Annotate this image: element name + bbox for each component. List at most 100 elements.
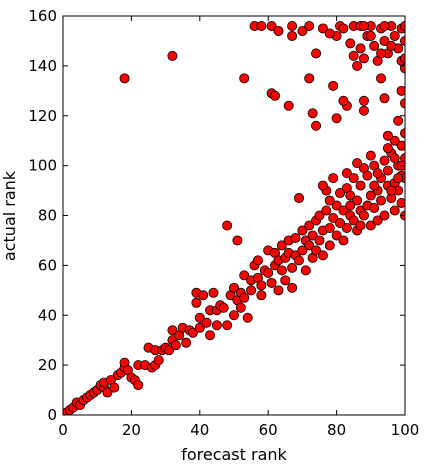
point [167, 325, 178, 336]
y-tick-label: 100 [28, 157, 57, 175]
point [256, 280, 267, 291]
point [276, 265, 287, 276]
x-axis-label: forecast rank [181, 445, 287, 464]
point [153, 355, 164, 366]
y-tick-label: 40 [38, 306, 57, 324]
point [287, 30, 298, 41]
point [358, 210, 369, 221]
point [369, 180, 380, 191]
point [317, 180, 328, 191]
point [317, 250, 328, 261]
point [345, 200, 356, 211]
point [372, 215, 383, 226]
point [386, 40, 397, 51]
x-tick-label: 100 [391, 421, 420, 439]
point [239, 270, 250, 281]
point [358, 20, 369, 31]
point [311, 120, 322, 131]
point [393, 115, 404, 126]
point [389, 153, 400, 164]
point [358, 105, 369, 116]
point [379, 210, 390, 221]
point [393, 173, 404, 184]
point [222, 320, 233, 331]
point [358, 95, 369, 106]
point [352, 195, 363, 206]
point [304, 73, 315, 84]
y-tick-label: 20 [38, 356, 57, 374]
point [379, 35, 390, 46]
point [338, 205, 349, 216]
x-tick-label: 80 [327, 421, 346, 439]
point [242, 312, 253, 323]
y-axis-label: actual rank [0, 170, 19, 261]
point [382, 130, 393, 141]
point [341, 168, 352, 179]
point [297, 245, 308, 256]
point [102, 387, 113, 398]
point [198, 290, 209, 301]
point [365, 220, 376, 231]
point [293, 193, 304, 204]
y-tick-label: 160 [28, 7, 57, 25]
point [389, 30, 400, 41]
point [181, 337, 192, 348]
point [338, 95, 349, 106]
point [396, 198, 405, 209]
point [283, 100, 294, 111]
point [304, 240, 315, 251]
point [280, 275, 291, 286]
point [218, 302, 229, 313]
point [297, 225, 308, 236]
point [376, 73, 387, 84]
point [246, 285, 257, 296]
point [205, 330, 216, 341]
point [376, 48, 387, 59]
point [348, 173, 359, 184]
point [194, 312, 205, 323]
point [201, 317, 212, 328]
point [369, 203, 380, 214]
x-tick-label: 20 [122, 421, 141, 439]
point [372, 168, 383, 179]
point [311, 245, 322, 256]
point [389, 205, 400, 216]
point [324, 28, 335, 39]
point [208, 287, 219, 298]
point [376, 195, 387, 206]
point [187, 327, 198, 338]
point [109, 382, 120, 393]
point [396, 85, 405, 96]
point [338, 23, 349, 34]
point [314, 210, 325, 221]
points [63, 20, 405, 415]
point [365, 150, 376, 161]
point [191, 297, 202, 308]
point [133, 380, 144, 391]
point [317, 23, 328, 34]
point [348, 50, 359, 61]
y-tick-label: 0 [47, 406, 57, 424]
point [307, 108, 318, 119]
point [273, 25, 284, 36]
point [379, 20, 390, 31]
point [287, 262, 298, 273]
point [276, 240, 287, 251]
point [300, 265, 311, 276]
point [324, 240, 335, 251]
point [239, 292, 250, 303]
point [314, 235, 325, 246]
point [266, 20, 277, 31]
point [379, 93, 390, 104]
y-tick-label: 60 [38, 256, 57, 274]
point [167, 50, 178, 61]
point [365, 30, 376, 41]
point [358, 53, 369, 64]
point [355, 220, 366, 231]
point [321, 205, 332, 216]
point [311, 48, 322, 59]
point [365, 190, 376, 201]
point [386, 185, 397, 196]
x-tick-label: 0 [58, 421, 68, 439]
